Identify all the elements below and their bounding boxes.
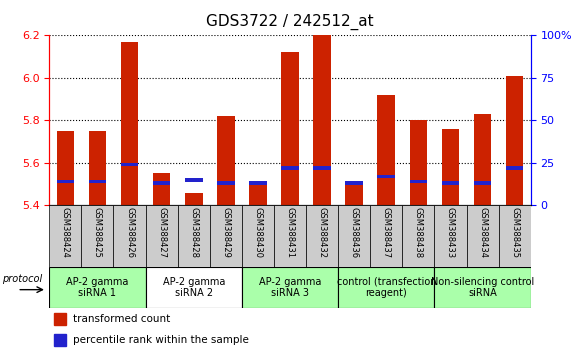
Bar: [49, 267, 146, 308]
Bar: [441, 129, 459, 205]
Bar: [313, 166, 331, 170]
Bar: [89, 131, 106, 205]
Text: GSM388434: GSM388434: [478, 207, 487, 258]
Bar: [466, 205, 499, 267]
Bar: [249, 181, 267, 185]
Bar: [242, 205, 274, 267]
Bar: [506, 76, 524, 205]
Bar: [409, 120, 427, 205]
Bar: [56, 179, 74, 183]
Bar: [217, 116, 235, 205]
Bar: [146, 205, 177, 267]
Text: AP-2 gamma
siRNA 3: AP-2 gamma siRNA 3: [259, 277, 321, 298]
Text: GSM388432: GSM388432: [318, 207, 327, 258]
Bar: [81, 205, 114, 267]
Text: GSM388424: GSM388424: [61, 207, 70, 258]
Bar: [403, 205, 434, 267]
Bar: [210, 205, 242, 267]
Bar: [185, 193, 202, 205]
Bar: [217, 181, 235, 185]
Text: control (transfection
reagent): control (transfection reagent): [336, 277, 436, 298]
Bar: [378, 95, 395, 205]
Text: GSM388426: GSM388426: [125, 207, 134, 258]
Text: GSM388425: GSM388425: [93, 207, 102, 258]
Bar: [409, 179, 427, 183]
Text: GSM388438: GSM388438: [414, 207, 423, 258]
Text: percentile rank within the sample: percentile rank within the sample: [73, 335, 249, 345]
Text: GSM388431: GSM388431: [285, 207, 295, 258]
Bar: [281, 166, 299, 170]
Bar: [56, 131, 74, 205]
Bar: [114, 205, 146, 267]
Bar: [54, 334, 66, 346]
Bar: [499, 205, 531, 267]
Bar: [49, 205, 81, 267]
Bar: [345, 184, 363, 205]
Bar: [474, 181, 491, 185]
Text: AP-2 gamma
siRNA 2: AP-2 gamma siRNA 2: [162, 277, 225, 298]
Text: Non-silencing control
siRNA: Non-silencing control siRNA: [431, 277, 534, 298]
Bar: [121, 42, 139, 205]
Bar: [54, 313, 66, 325]
Bar: [313, 35, 331, 205]
Text: GSM388437: GSM388437: [382, 207, 391, 258]
Bar: [146, 267, 242, 308]
Bar: [281, 52, 299, 205]
Bar: [121, 162, 139, 166]
Bar: [378, 175, 395, 178]
Text: GSM388435: GSM388435: [510, 207, 519, 258]
Bar: [89, 179, 106, 183]
Bar: [338, 205, 370, 267]
Bar: [177, 205, 210, 267]
Text: protocol: protocol: [2, 274, 43, 284]
Text: AP-2 gamma
siRNA 1: AP-2 gamma siRNA 1: [66, 277, 129, 298]
Bar: [274, 205, 306, 267]
Bar: [338, 267, 434, 308]
Bar: [474, 114, 491, 205]
Bar: [185, 178, 202, 182]
Bar: [306, 205, 338, 267]
Text: GSM388436: GSM388436: [350, 207, 358, 258]
Bar: [434, 205, 466, 267]
Bar: [370, 205, 403, 267]
Bar: [153, 173, 171, 205]
Bar: [249, 184, 267, 205]
Bar: [242, 267, 338, 308]
Text: GSM388427: GSM388427: [157, 207, 166, 258]
Text: GSM388430: GSM388430: [253, 207, 262, 258]
Text: GSM388428: GSM388428: [189, 207, 198, 258]
Text: GDS3722 / 242512_at: GDS3722 / 242512_at: [206, 14, 374, 30]
Text: transformed count: transformed count: [73, 314, 170, 324]
Bar: [434, 267, 531, 308]
Bar: [506, 166, 524, 170]
Bar: [441, 181, 459, 185]
Text: GSM388429: GSM388429: [222, 207, 230, 258]
Bar: [153, 181, 171, 185]
Text: GSM388433: GSM388433: [446, 207, 455, 258]
Bar: [345, 181, 363, 185]
